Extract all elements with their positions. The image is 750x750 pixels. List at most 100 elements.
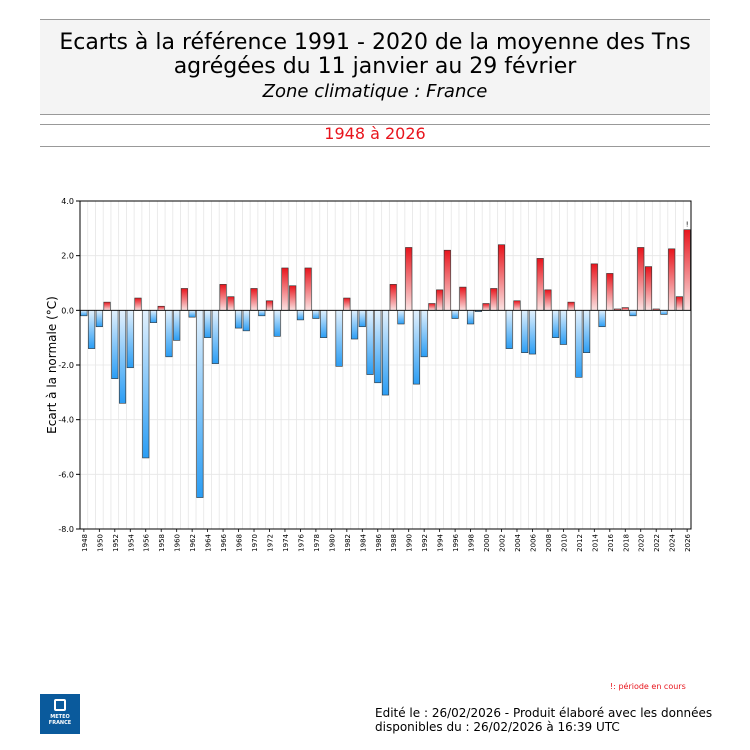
chart-subtitle: Zone climatique : France — [262, 81, 488, 102]
x-tick-label: 1966 — [220, 533, 228, 551]
x-tick-label: 1972 — [266, 534, 274, 552]
bar — [211, 310, 219, 364]
x-tick-label: 1992 — [421, 534, 429, 552]
x-tick-label: 2022 — [653, 534, 661, 552]
bar — [389, 284, 397, 311]
y-tick-label: -8.0 — [58, 525, 74, 534]
bar — [621, 307, 629, 311]
bar — [149, 310, 158, 323]
bar — [304, 267, 312, 311]
period-label: 1948 à 2026 — [324, 124, 426, 143]
current-period-marker: ! — [686, 221, 689, 229]
bar — [351, 310, 359, 340]
bar — [358, 310, 366, 328]
bar — [490, 288, 498, 311]
bar — [544, 289, 552, 311]
y-tick-label: -6.0 — [58, 470, 74, 479]
x-tick-label: 2018 — [622, 534, 630, 552]
x-tick-label: 1996 — [452, 533, 460, 551]
title-block: Ecarts à la référence 1991 - 2020 de la … — [40, 20, 710, 114]
bar — [583, 310, 591, 354]
bar — [675, 296, 683, 311]
bar — [505, 310, 513, 349]
bar — [219, 284, 227, 311]
bar — [451, 310, 459, 319]
bar — [381, 310, 390, 396]
x-tick-label: 1984 — [359, 533, 367, 551]
bar — [296, 310, 304, 321]
x-tick-label: 1960 — [174, 534, 182, 552]
x-tick-label: 1964 — [205, 533, 213, 551]
bar — [528, 310, 536, 355]
bar — [521, 310, 529, 354]
bar — [559, 310, 567, 345]
bar — [126, 310, 134, 369]
rule-2 — [40, 124, 710, 125]
bar — [412, 310, 420, 385]
x-tick-label: 1990 — [406, 534, 414, 552]
x-tick-label: 1954 — [127, 533, 135, 551]
top-rule — [40, 19, 710, 20]
x-tick-label: 1956 — [143, 533, 151, 551]
bar — [343, 297, 351, 311]
logo-text: METEO FRANCE — [40, 714, 80, 726]
bar — [420, 310, 428, 358]
x-tick-label: 2016 — [607, 533, 615, 551]
bar — [644, 266, 653, 311]
meteo-france-logo: METEO FRANCE — [40, 694, 80, 734]
logo-icon — [54, 699, 66, 711]
bar — [536, 258, 544, 311]
x-tick-label: 1968 — [236, 534, 244, 552]
bar — [273, 310, 281, 337]
bars: ! — [80, 221, 691, 498]
bar — [598, 310, 606, 328]
bar — [590, 263, 598, 311]
current-period-note: !: période en cours — [610, 682, 686, 691]
bar — [366, 310, 374, 375]
bar — [180, 288, 188, 311]
bar — [397, 310, 405, 325]
bar — [405, 247, 413, 311]
bar — [95, 310, 103, 328]
bar — [196, 310, 204, 498]
bar — [88, 310, 96, 349]
x-tick-label: 1998 — [468, 534, 476, 552]
bar — [111, 310, 119, 379]
x-tick-label: 2014 — [591, 533, 599, 551]
x-tick-label: 2004 — [514, 533, 522, 551]
bar — [660, 310, 668, 315]
chart-title-line1: Ecarts à la référence 1991 - 2020 de la … — [59, 30, 691, 55]
x-tick-label: 1980 — [328, 534, 336, 552]
bar — [188, 310, 196, 318]
x-tick-label: 2002 — [499, 534, 507, 552]
bar — [335, 310, 343, 367]
x-tick-label: 1976 — [297, 533, 305, 551]
rule-1 — [40, 114, 710, 115]
bar — [142, 310, 150, 459]
y-axis-label: Ecart à la normale (°C) — [45, 296, 59, 434]
logo-text-line2: FRANCE — [48, 720, 72, 726]
x-tick-label: 1962 — [189, 534, 197, 552]
bar — [235, 310, 243, 329]
chart-title-line2: agrégées du 11 janvier au 29 février — [173, 54, 577, 79]
x-tick-label: 2026 — [684, 533, 692, 551]
x-tick-label: 2012 — [576, 534, 584, 552]
x-tick-label: 1986 — [375, 533, 383, 551]
footer-data-line: disponibles du : 26/02/2026 à 16:39 UTC — [375, 720, 620, 734]
bar — [629, 310, 637, 317]
x-tick-label: 2020 — [638, 534, 646, 552]
bar — [312, 310, 320, 319]
bar — [637, 247, 645, 311]
bar — [134, 297, 142, 311]
bar — [173, 310, 181, 341]
bar — [575, 310, 583, 378]
x-tick-label: 1978 — [313, 534, 321, 552]
bar — [683, 229, 691, 311]
bar — [281, 267, 289, 311]
x-tick-label: 1994 — [437, 533, 445, 551]
bar — [320, 310, 328, 338]
bar — [552, 310, 560, 338]
bar — [428, 303, 436, 311]
bar — [80, 310, 88, 317]
